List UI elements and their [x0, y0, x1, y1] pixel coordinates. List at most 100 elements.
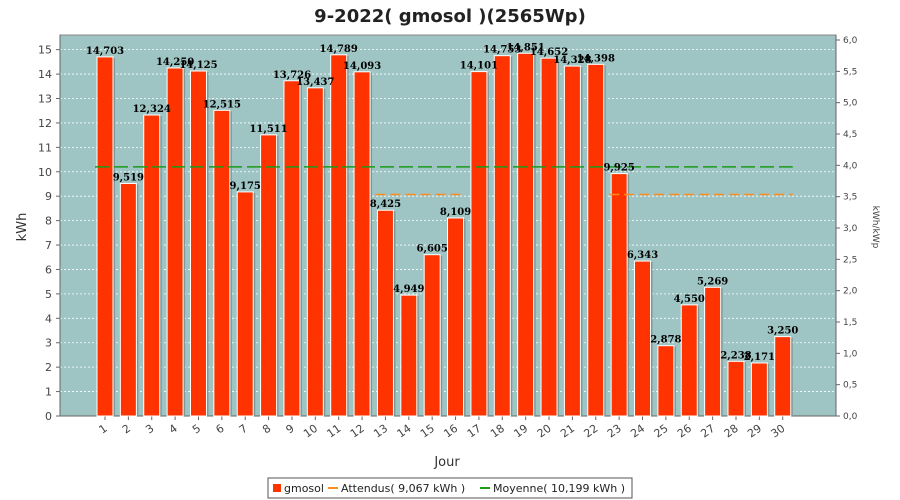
x-tick-label: 27 [698, 422, 717, 441]
y2-axis: 0,0 0,5 1,0 1,5 2,0 2,5 3,0 3,5 4,0 4,5 5,0 5,5 6,0 [835, 35, 858, 422]
y2-tick-label: 4,0 [843, 161, 858, 171]
bar [306, 87, 324, 417]
x-tick-label: 26 [675, 422, 694, 441]
bar [423, 254, 441, 417]
bar-value-label: 13,437 [296, 77, 334, 88]
legend-swatch-bar [273, 484, 281, 492]
bar [353, 71, 371, 417]
y-tick-label: 15 [38, 44, 52, 57]
bar-value-label: 14,789 [320, 44, 358, 55]
y-tick-label: 11 [38, 141, 52, 154]
y-tick-label: 8 [45, 215, 52, 228]
bar [260, 134, 278, 417]
x-tick-label: 13 [371, 422, 390, 441]
reference-lines [95, 166, 793, 196]
bar-value-label: 8,109 [440, 207, 471, 218]
x-tick-label: 4 [167, 422, 180, 437]
x-tick-label: 12 [348, 422, 367, 441]
y2-tick-label: 5,5 [843, 67, 857, 77]
bar-value-label: 14,125 [179, 60, 217, 71]
x-tick-label: 29 [745, 422, 764, 441]
bar [493, 55, 511, 417]
bar [587, 63, 605, 417]
bar [236, 191, 254, 417]
y-tick-label: 5 [45, 288, 52, 301]
bar [610, 173, 628, 417]
x-tick-label: 7 [237, 422, 250, 437]
x-tick-label: 22 [582, 422, 601, 441]
x-tick-label: 3 [143, 422, 156, 437]
x-tick-label: 17 [465, 422, 484, 441]
bar-value-label: 2,238 [720, 350, 751, 361]
x-tick-label: 16 [441, 422, 460, 441]
bar [727, 360, 745, 417]
x-tick-label: 24 [628, 422, 647, 441]
bar-value-label: 8,425 [370, 199, 401, 210]
bar [376, 209, 394, 417]
bar [540, 57, 558, 417]
bar-value-label: 3,250 [767, 326, 798, 337]
bar-value-label: 6,605 [417, 244, 448, 255]
bar-value-label: 6,343 [627, 250, 658, 261]
bar-value-label: 2,878 [650, 335, 681, 346]
x-axis: 1 2 3 4 5 6 7 8 9 10 11 12 13 14 15 16 17 18 19 20 21 22 23 24 2… [60, 415, 836, 441]
bar-value-label: 9,175 [230, 181, 261, 192]
bar [657, 345, 675, 417]
bar-value-label: 9,519 [113, 173, 144, 184]
bar-value-label: 14,250 [156, 57, 194, 68]
y-tick-label: 1 [45, 386, 52, 399]
bar-value-label: 5,269 [697, 276, 728, 287]
bar [189, 70, 207, 417]
bars [96, 52, 793, 417]
y-tick-label: 9 [45, 190, 52, 203]
x-tick-label: 28 [722, 422, 741, 441]
legend-label: gmosol [284, 482, 324, 495]
bar [563, 65, 581, 417]
y2-tick-label: 3,0 [843, 224, 858, 234]
x-tick-label: 11 [324, 422, 343, 441]
x-tick-label: 20 [535, 422, 554, 441]
y2-tick-label: 0,0 [843, 412, 858, 422]
y-tick-label: 7 [45, 239, 52, 252]
bar-value-label: 14,851 [507, 42, 545, 53]
x-tick-label: 2 [120, 422, 133, 437]
y2-tick-label: 1,0 [843, 349, 858, 359]
y2-tick-label: 0,5 [843, 381, 857, 391]
y-tick-label: 12 [38, 117, 52, 130]
bar [283, 80, 301, 417]
bar-value-label: 14,328 [553, 55, 591, 66]
x-tick-label: 25 [652, 422, 671, 441]
y2-tick-label: 4,5 [843, 130, 857, 140]
y2-tick-label: 1,5 [843, 318, 857, 328]
x-tick-label: 23 [605, 422, 624, 441]
bar-value-label: 14,093 [343, 61, 381, 72]
bar-value-label: 14,703 [86, 46, 124, 57]
y-tick-label: 3 [45, 337, 52, 350]
bar-value-label: 13,726 [273, 70, 311, 81]
y-tick-label: 6 [45, 263, 52, 276]
bar [96, 56, 114, 417]
x-tick-label: 30 [769, 422, 788, 441]
y2-tick-label: 5,0 [843, 99, 858, 109]
y2-tick-label: 2,5 [843, 255, 857, 265]
y-axis-title: kWh [15, 213, 30, 242]
y-tick-label: 2 [45, 361, 52, 374]
bar [470, 71, 488, 417]
bar [119, 183, 137, 417]
y-tick-label: 14 [38, 68, 52, 81]
bar-value-label: 4,949 [393, 284, 424, 295]
x-tick-label: 9 [283, 422, 296, 437]
y2-axis-title: kWh/kWp [870, 206, 880, 249]
y2-tick-label: 2,0 [843, 287, 858, 297]
x-tick-label: 6 [213, 422, 226, 437]
x-tick-label: 1 [97, 422, 110, 437]
bar-value-label: 14,652 [530, 47, 568, 58]
bar [166, 67, 184, 417]
bar [704, 286, 722, 417]
bar [750, 362, 768, 417]
y-tick-label: 0 [45, 410, 52, 423]
x-tick-label: 18 [488, 422, 507, 441]
